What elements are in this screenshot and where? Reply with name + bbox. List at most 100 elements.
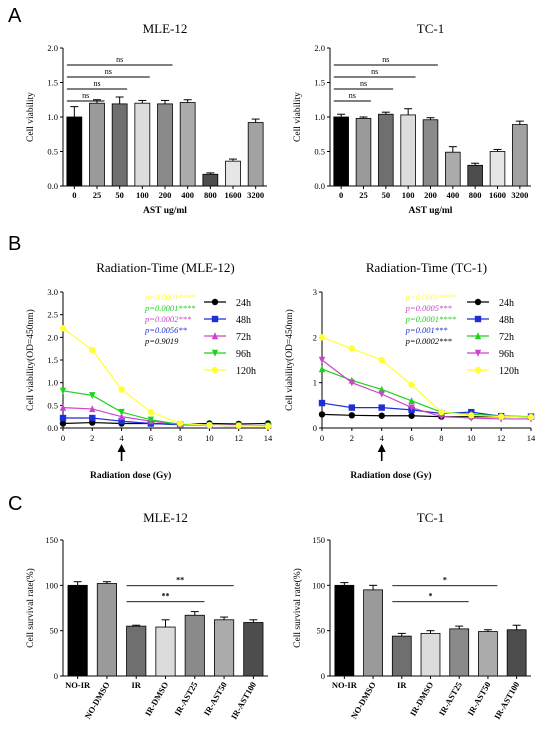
y-tick-label: 3 (313, 287, 317, 297)
bar (467, 164, 483, 187)
legend-label: 24h (499, 298, 514, 309)
bar (243, 622, 264, 677)
y-axis-label: Cell viability(OD=450nm) (284, 309, 295, 411)
legend-label: 120h (499, 366, 519, 377)
x-tick-label: 0 (339, 190, 343, 200)
bar (334, 584, 355, 677)
x-tick-label: IR-AST50 (201, 680, 228, 717)
bar (225, 160, 241, 187)
series-line (321, 336, 532, 418)
x-axis-label: AST ug/ml (409, 206, 453, 216)
x-tick-label: IR (397, 680, 407, 690)
y-tick-label: 2.5 (47, 310, 58, 320)
x-tick-label: 50 (115, 190, 124, 200)
bar (400, 114, 416, 187)
x-tick-label: 8 (178, 433, 182, 443)
p-value-annotation: p=0.0001**** (405, 292, 457, 302)
x-tick-label: 10 (205, 433, 214, 443)
y-tick-label: 0 (313, 423, 317, 433)
bar (134, 102, 151, 187)
significance-label: * (429, 592, 433, 601)
data-point (235, 422, 242, 429)
significance-label: ns (82, 91, 89, 100)
data-point (176, 420, 184, 427)
data-point (408, 381, 415, 389)
data-point (118, 408, 125, 416)
chart-title: MLE-12 (143, 510, 188, 525)
legend-label: 72h (499, 332, 514, 343)
series-line (321, 368, 532, 418)
y-tick-label: 2 (313, 332, 317, 342)
bar (449, 628, 470, 677)
arrow-head (117, 444, 126, 452)
y-tick-label: 50 (50, 626, 59, 636)
panel-label-a: A (8, 5, 22, 27)
x-tick-label: 4 (119, 433, 124, 443)
bar (67, 584, 88, 677)
y-tick-label: 2.0 (314, 43, 325, 53)
bar (445, 151, 461, 187)
x-tick-label: 100 (136, 190, 149, 200)
x-tick-label: 14 (527, 433, 536, 443)
y-tick-label: 0.0 (47, 181, 58, 191)
data-point (147, 408, 155, 416)
x-axis-label: Radiation dose (Gy) (90, 470, 171, 481)
data-point (206, 422, 213, 429)
x-tick-label: 800 (204, 190, 217, 200)
y-tick-label: 3.0 (47, 287, 58, 297)
y-tick-label: 1.5 (314, 78, 325, 88)
legend-label: 96h (499, 349, 514, 360)
y-tick-label: 150 (45, 535, 58, 545)
y-tick-label: 50 (317, 626, 326, 636)
bar (89, 102, 105, 187)
significance-label: ns (382, 55, 389, 64)
legend-label: 48h (499, 315, 514, 326)
series-line (321, 359, 531, 420)
x-tick-label: IR-AST100 (492, 680, 521, 721)
x-tick-label: 14 (264, 433, 273, 443)
x-tick-label: 2 (90, 433, 94, 443)
x-tick-label: 8 (439, 433, 443, 443)
data-point (59, 325, 67, 332)
data-point (474, 349, 482, 357)
y-tick-label: 1.5 (47, 78, 58, 88)
x-tick-label: 1600 (225, 190, 242, 200)
x-tick-label: 1600 (489, 190, 506, 200)
bar (96, 583, 117, 677)
p-value-annotation: p=0.0002*** (405, 336, 453, 346)
bar (155, 626, 176, 677)
x-tick-label: 200 (159, 190, 172, 200)
data-point (408, 404, 415, 412)
y-tick-label: 0 (321, 671, 325, 681)
p-value-annotation: p=0.0005*** (405, 303, 453, 313)
data-point (59, 414, 67, 422)
data-point (89, 346, 96, 354)
legend-label: 72h (236, 332, 251, 343)
data-point (348, 412, 356, 419)
data-point (318, 334, 326, 341)
chart-1: TC-1 0.0 0.5 1.0 1.5 2.0 Cell viability 0 25 50 10… (293, 21, 531, 216)
bar (333, 116, 349, 187)
data-point (211, 349, 219, 357)
x-tick-label: 12 (497, 433, 506, 443)
y-tick-label: 0.5 (314, 147, 325, 157)
chart-2: Radiation-Time (MLE-12) 0.0 0.5 1.0 1.5 2.0 2.… (25, 260, 273, 481)
data-point (474, 332, 482, 340)
x-tick-label: 400 (181, 190, 194, 200)
x-tick-label: 10 (467, 433, 476, 443)
significance-label: ** (176, 576, 184, 585)
data-point (378, 412, 385, 419)
x-tick-label: 25 (359, 190, 368, 200)
y-tick-label: 150 (312, 535, 325, 545)
data-point (378, 390, 385, 398)
x-tick-label: IR-AST25 (172, 680, 199, 717)
y-tick-label: 100 (312, 580, 325, 590)
panel-label-c: C (8, 493, 22, 515)
x-axis-label: Radiation dose (Gy) (350, 470, 431, 481)
chart-4: MLE-12 0 50 100 150 Cell survival rate(%) NO-I… (25, 510, 268, 721)
y-tick-label: 1.0 (47, 112, 58, 122)
arrow-head (377, 444, 386, 452)
bar (478, 631, 498, 677)
significance-label: ns (349, 91, 356, 100)
